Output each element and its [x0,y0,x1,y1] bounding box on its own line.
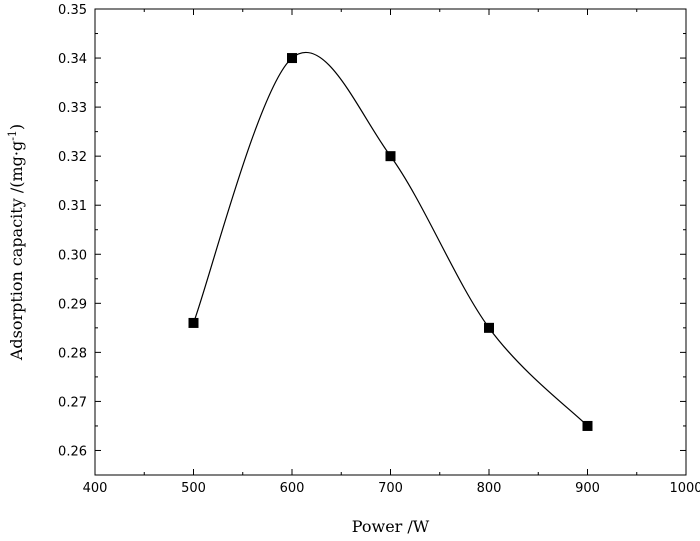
plot-area-border [94,8,687,476]
data-point-marker [385,151,396,162]
y-axis-title-main: Adsorption capacity /(mg·g [7,141,26,361]
y-axis-ticks: 0.26 0.27 0.28 0.29 0.30 0.31 0.32 0.33 0.34 0.35 [58,3,686,459]
x-tick-label: 600 [280,481,305,496]
y-tick-label: 0.28 [58,346,87,361]
y-tick-label: 0.34 [58,52,87,67]
y-axis-title: Adsorption capacity /(mg·g-1) [6,124,27,361]
y-tick-label: 0.26 [58,444,87,459]
data-point-marker [188,317,199,328]
x-tick-label: 800 [477,481,502,496]
x-tick-label: 900 [575,481,600,496]
y-tick-label: 0.29 [58,297,87,312]
y-tick-label: 0.32 [58,150,87,165]
series-curve [192,51,588,427]
x-axis-title: Power /W [352,517,430,536]
data-point-marker [287,53,297,64]
y-tick-label: 0.33 [58,101,87,116]
x-tick-label: 1000 [669,481,700,496]
x-tick-label: 700 [378,481,403,496]
y-tick-label: 0.35 [58,3,87,18]
y-axis-title-superscript: -1 [6,130,19,141]
y-tick-label: 0.27 [58,395,87,410]
series-layer [188,51,593,431]
y-tick-label: 0.31 [58,199,87,214]
plot-frame [94,8,687,476]
x-tick-label: 400 [83,481,108,496]
data-point-marker [484,322,494,333]
y-tick-label: 0.30 [58,248,87,263]
x-axis-ticks: 400 500 600 700 800 900 1000 [83,9,700,496]
x-tick-label: 500 [181,481,206,496]
data-point-marker [582,420,593,431]
y-axis-title-suffix: ) [7,124,26,130]
